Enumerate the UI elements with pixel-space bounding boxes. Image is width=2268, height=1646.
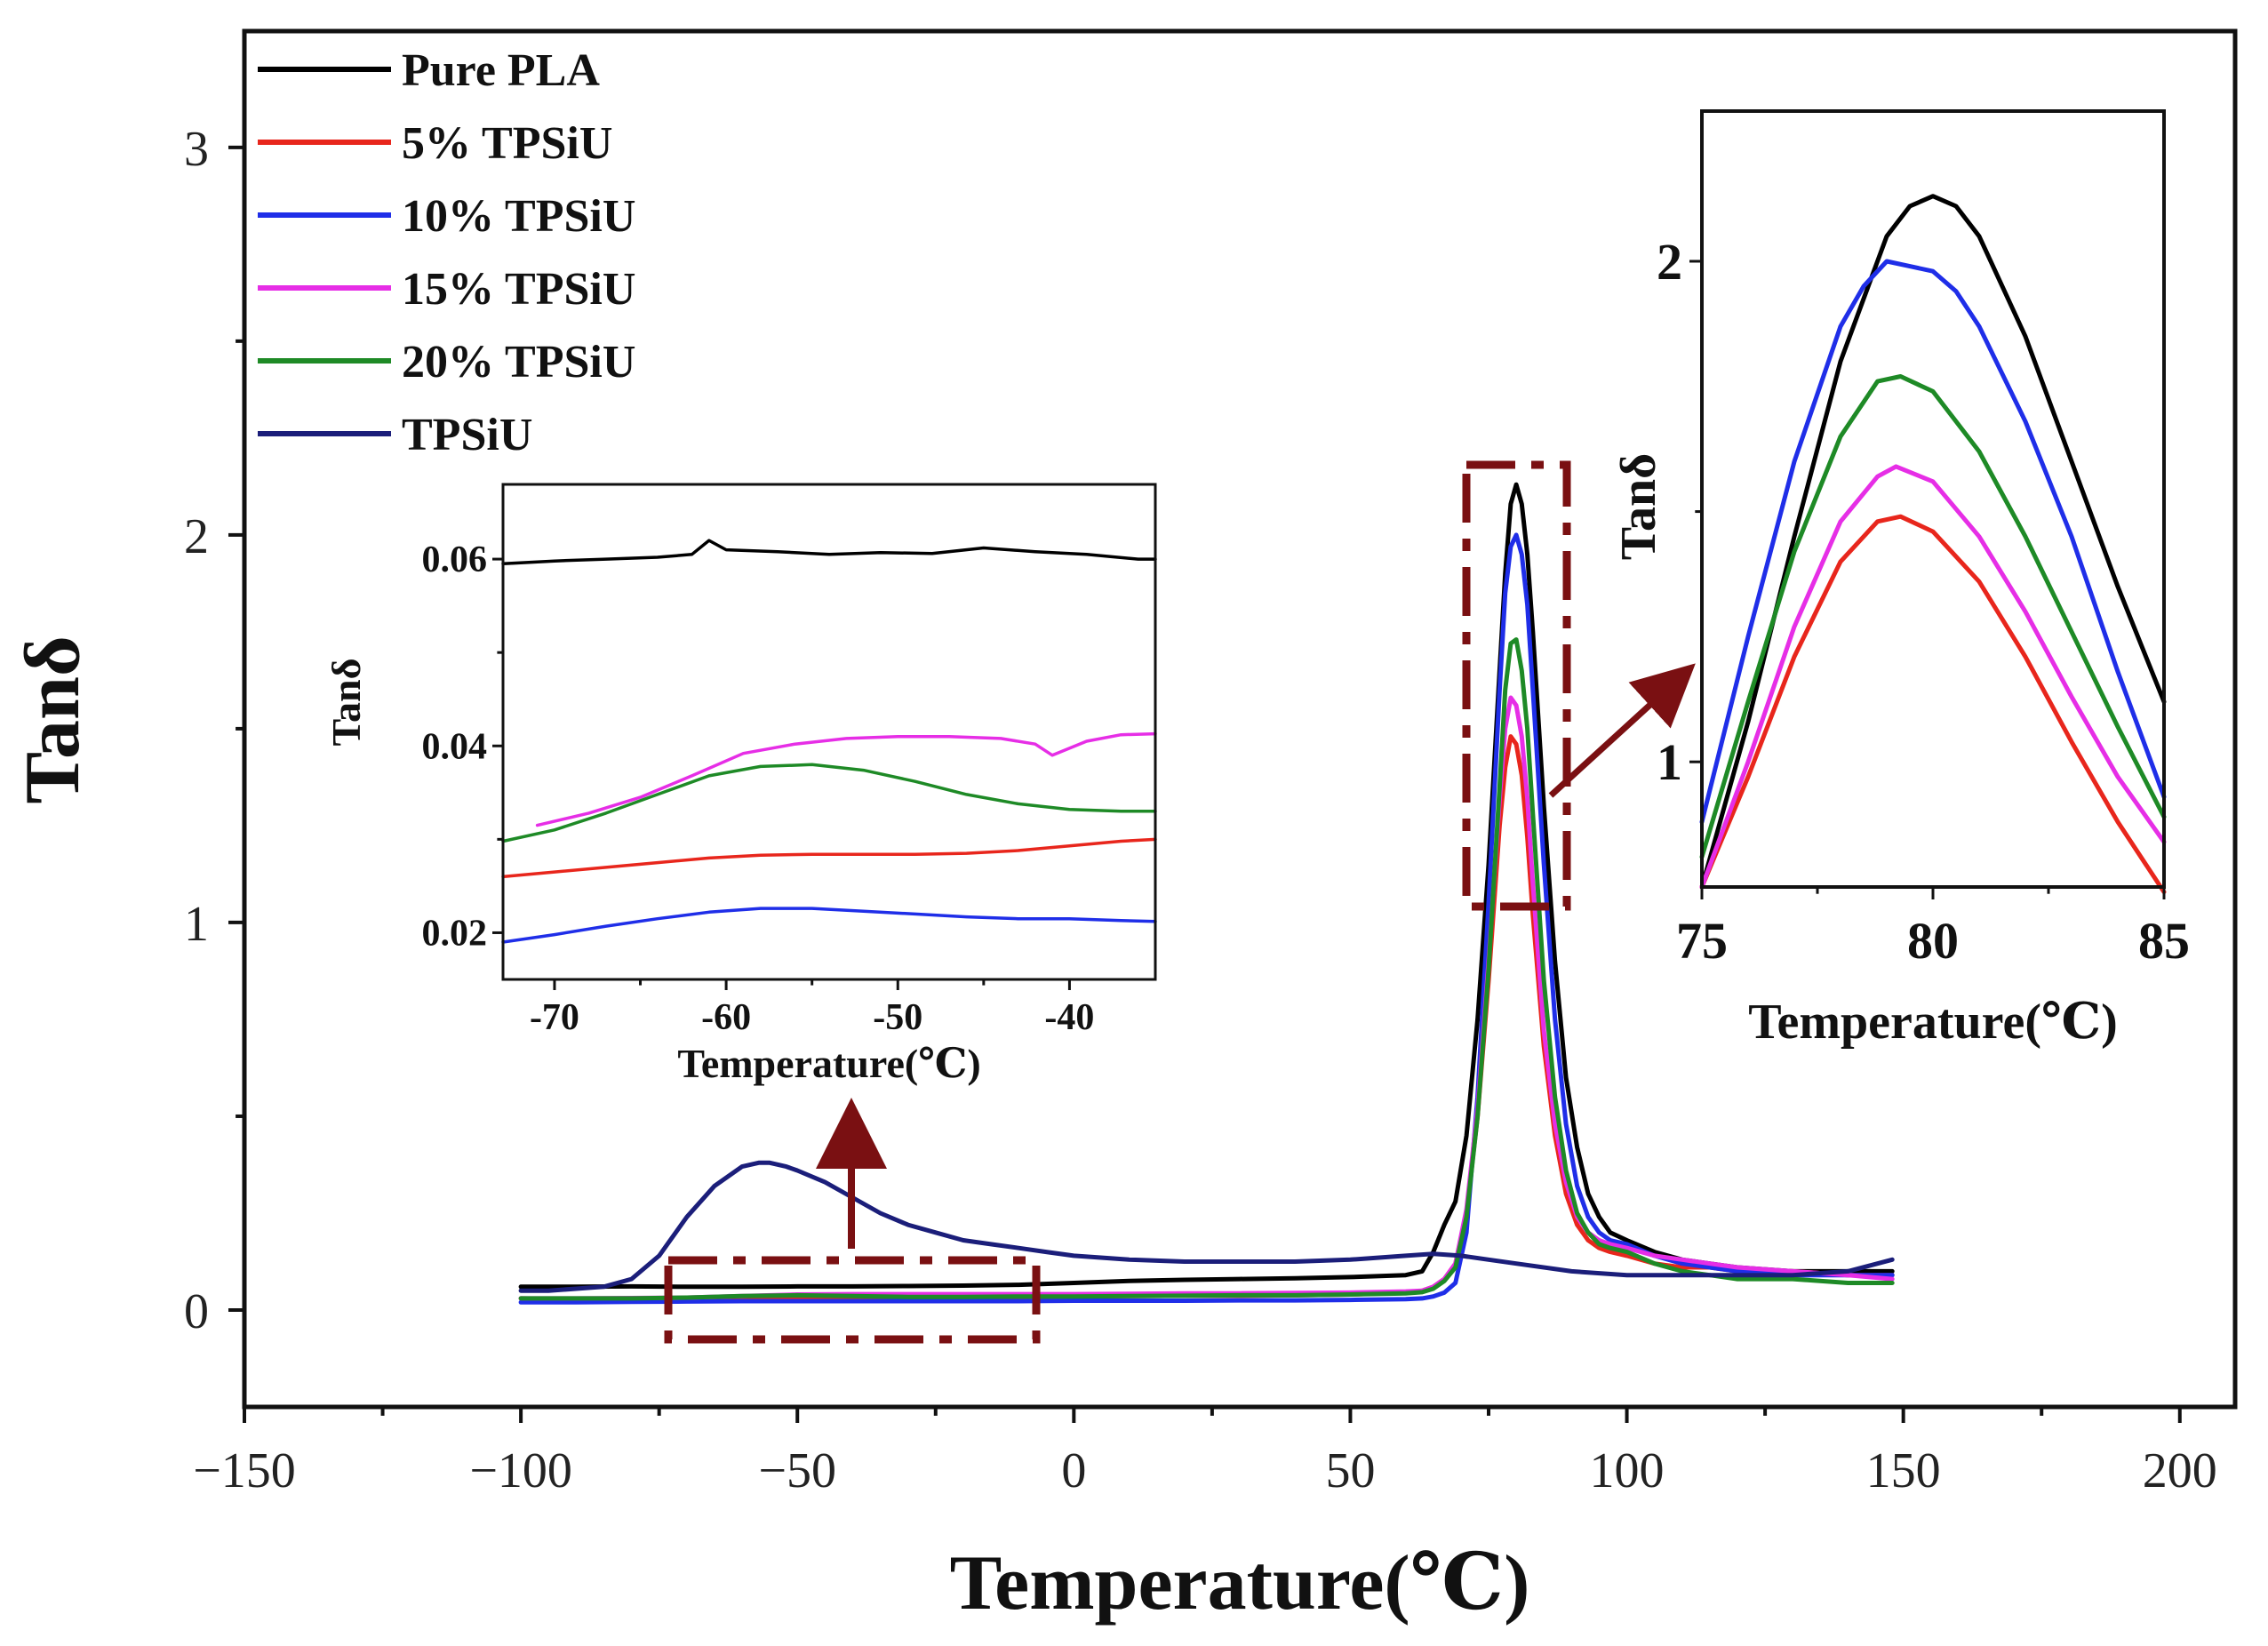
inset-peak-y-axis-label: Tanδ [1611, 453, 1666, 560]
main-chart: −150 −100 −50 0 50 100 150 200 0 1 2 3 Tanδ Tempera… [10, 28, 2238, 1626]
inset-low-temp-background [503, 484, 1155, 979]
legend-label-10pct-tpsiu: 10% TPSiU [402, 191, 635, 242]
inset-peak-x-tick-label: 80 [1907, 912, 1959, 970]
main-y-tick-label: 0 [184, 1284, 209, 1339]
inset-peak-x-axis-label: Temperature(℃) [1748, 995, 2117, 1050]
main-x-tick-label: 50 [1325, 1443, 1375, 1498]
inset-low-temp-series-20pct-tpsiu [501, 763, 1157, 843]
inset-peak-series-10pct-tpsiu [1699, 259, 2167, 825]
main-x-tick-label: −50 [758, 1443, 836, 1498]
main-x-tick-label: 150 [1866, 1443, 1941, 1498]
main-x-tick-label: −150 [193, 1443, 296, 1498]
main-x-tick-label: 200 [2143, 1443, 2217, 1498]
legend-label-5pct-tpsiu: 5% TPSiU [402, 118, 612, 169]
inset-peak: 75 80 85 1 2 Tanδ Temperature(℃) [1611, 109, 2190, 1050]
inset-low-temp: -70 -60 -50 -40 0.02 0.04 0.06 Tanδ Temperatur… [323, 483, 1157, 1086]
inset-low-temp-y-tick-label: 0.02 [422, 913, 488, 954]
inset-low-temp-series-5pct-tpsiu [501, 837, 1157, 879]
main-x-axis-label: Temperature(℃) [950, 1540, 1530, 1626]
inset-peak-series-group [1699, 194, 2167, 895]
legend-label-tpsiu: TPSiU [402, 410, 532, 460]
main-series-tpsiu [518, 1160, 1895, 1293]
legend-label-20pct-tpsiu: 20% TPSiU [402, 337, 635, 388]
inset-peak-ticks-group: 75 80 85 1 2 [1657, 233, 2190, 970]
inset-peak-background [1702, 111, 2164, 887]
low-temp-zoom-box [664, 1256, 1041, 1344]
main-y-axis-label: Tanδ [10, 635, 96, 803]
main-y-tick-label: 2 [184, 509, 209, 564]
inset-low-temp-x-axis-label: Temperature(℃) [677, 1041, 980, 1086]
peak-zoom-arrow [1548, 663, 1696, 798]
inset-low-temp-x-tick-label: -40 [1044, 997, 1094, 1038]
inset-low-temp-ticks-group: -70 -60 -50 -40 0.02 0.04 0.06 [422, 539, 1095, 1038]
inset-peak-series-pure-pla [1699, 194, 2167, 890]
inset-low-temp-series-pure-pla [501, 539, 1157, 566]
main-x-tick-label: −100 [469, 1443, 572, 1498]
inset-peak-x-tick-label: 75 [1676, 912, 1728, 970]
inset-low-temp-y-tick-label: 0.04 [422, 726, 488, 767]
inset-peak-x-tick-label: 85 [2138, 912, 2190, 970]
main-ticks-group: −150 −100 −50 0 50 100 150 200 0 1 2 3 [184, 122, 2217, 1498]
peak-zoom-box [1462, 460, 1571, 911]
inset-low-temp-series-10pct-tpsiu [501, 907, 1157, 944]
inset-peak-series-5pct-tpsiu [1699, 514, 2167, 895]
legend: Pure PLA 5% TPSiU 10% TPSiU 15% TPSiU 20% TP… [258, 45, 635, 460]
main-plot-frame [242, 28, 2238, 1410]
main-series-group [518, 482, 1895, 1305]
legend-label-pure-pla: Pure PLA [402, 45, 600, 96]
inset-low-temp-frame [501, 483, 1157, 981]
main-x-tick-label: 100 [1590, 1443, 1665, 1498]
main-x-tick-label: 0 [1061, 1443, 1086, 1498]
inset-peak-series-20pct-tpsiu [1699, 374, 2167, 859]
legend-label-15pct-tpsiu: 15% TPSiU [402, 264, 635, 315]
main-series-10pct-tpsiu [518, 532, 1895, 1305]
inset-low-temp-x-tick-label: -70 [530, 997, 579, 1038]
inset-low-temp-x-tick-label: -60 [701, 997, 751, 1038]
inset-peak-series-15pct-tpsiu [1699, 464, 2167, 890]
inset-low-temp-series-group [501, 539, 1157, 944]
inset-peak-y-tick-label: 2 [1657, 233, 1682, 291]
main-y-tick-label: 1 [184, 897, 209, 952]
main-series-20pct-tpsiu [518, 637, 1895, 1301]
main-y-tick-label: 3 [184, 122, 209, 177]
inset-low-temp-x-tick-label: -50 [873, 997, 922, 1038]
main-series-pure-pla [518, 482, 1895, 1290]
inset-low-temp-y-axis-label: Tanδ [323, 659, 369, 747]
inset-peak-y-tick-label: 1 [1657, 733, 1682, 791]
zoom-markers [664, 460, 1696, 1344]
inset-low-temp-series-15pct-tpsiu [535, 731, 1157, 827]
inset-low-temp-y-tick-label: 0.06 [422, 539, 488, 580]
